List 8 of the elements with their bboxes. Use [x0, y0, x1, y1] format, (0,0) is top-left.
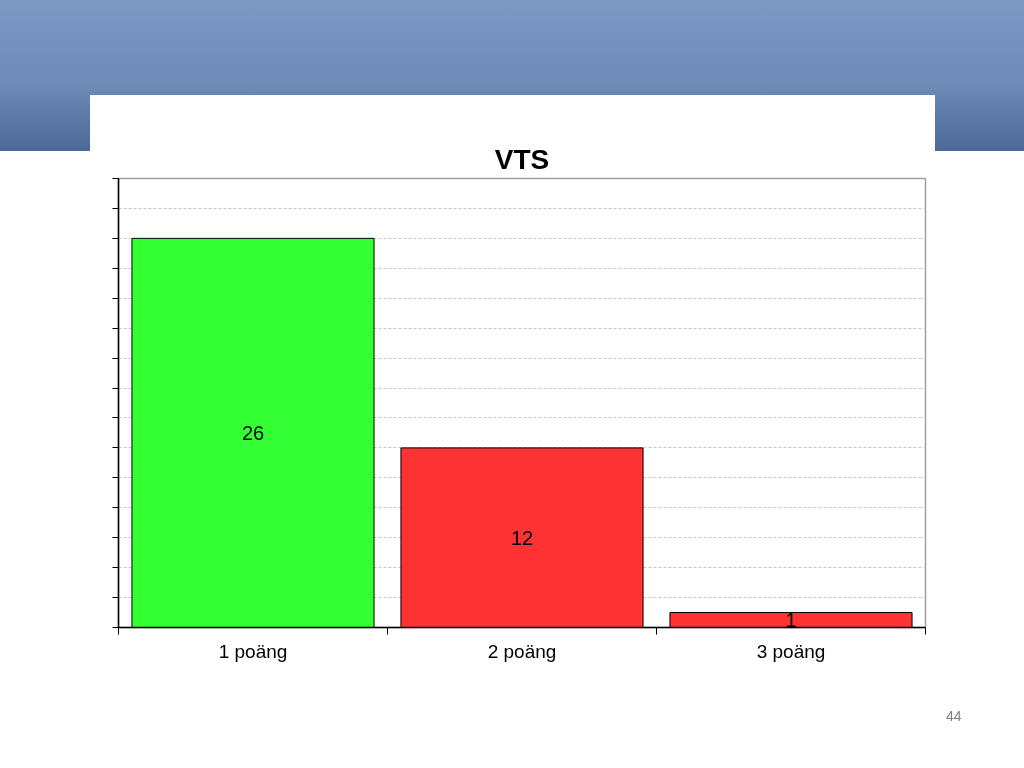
chart-title: VTS — [494, 143, 550, 175]
data-label: 12 — [510, 526, 534, 549]
x-tick-label: 1 poäng — [218, 640, 288, 662]
text: 44 — [945, 707, 962, 724]
data-label: 1 — [785, 609, 797, 632]
data-label: 26 — [241, 421, 265, 444]
x-tick-label: 3 poäng — [756, 640, 826, 662]
x-tick-label: 2 poäng — [487, 640, 557, 662]
